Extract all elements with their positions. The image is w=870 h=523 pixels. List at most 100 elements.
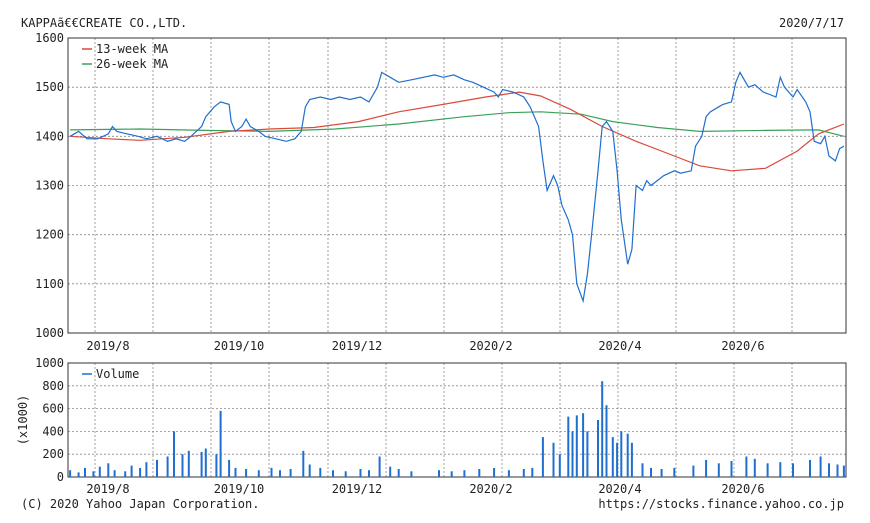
volume-bar: [730, 461, 733, 477]
volume-ytick-label: 1000: [35, 356, 64, 370]
volume-bar: [819, 456, 822, 477]
volume-bar: [601, 381, 604, 477]
volume-bar: [228, 459, 231, 477]
volume-bar: [302, 450, 305, 477]
volume-bar: [620, 431, 623, 477]
volume-bar: [586, 431, 589, 477]
volume-bar: [410, 471, 413, 477]
volume-bar: [107, 463, 110, 477]
volume-bar: [705, 459, 708, 477]
volume-bar: [139, 467, 142, 477]
volume-ytick-label: 0: [57, 470, 64, 484]
price-xtick-label: 2019/10: [214, 339, 265, 353]
volume-bar: [836, 464, 839, 477]
volume-bar: [279, 470, 281, 477]
copyright-text: (C) 2020 Yahoo Japan Corporation.: [21, 497, 260, 511]
volume-xtick-label: 2020/6: [721, 482, 764, 496]
volume-bar: [234, 467, 237, 477]
price-xtick-label: 2019/12: [332, 339, 383, 353]
volume-bar: [156, 459, 158, 477]
volume-bar: [630, 442, 633, 477]
volume-bar: [582, 413, 585, 477]
price-ytick-label: 1300: [35, 179, 64, 193]
volume-bar: [130, 465, 133, 477]
volume-ytick-label: 200: [42, 447, 64, 461]
volume-bar: [270, 467, 273, 477]
volume-frame: [67, 362, 847, 478]
ma26-line: [70, 111, 845, 137]
volume-bar: [745, 456, 748, 477]
volume-bar: [575, 415, 578, 477]
volume-bar: [450, 471, 453, 477]
price-ytick-label: 1600: [35, 31, 64, 45]
volume-bar: [616, 442, 619, 477]
volume-bar: [641, 463, 644, 477]
price-ytick-label: 1200: [35, 228, 64, 242]
volume-bar: [397, 469, 400, 477]
chart-date: 2020/7/17: [778, 16, 844, 30]
price-ytick-label: 1400: [35, 129, 64, 143]
volume-bar: [692, 465, 695, 477]
price-xtick-label: 2020/6: [721, 339, 764, 353]
volume-bar: [611, 437, 614, 477]
volume-bar: [558, 454, 561, 477]
volume-bar: [809, 459, 811, 477]
volume-bar: [673, 467, 676, 477]
volume-bar: [219, 410, 222, 477]
volume-bar: [84, 467, 86, 477]
volume-bar: [187, 450, 190, 477]
legend-label: 26-week MA: [96, 57, 169, 71]
volume-xtick-label: 2019/10: [214, 482, 265, 496]
ma13-line: [70, 91, 845, 172]
volume-bar: [792, 463, 794, 477]
volume-bar: [650, 467, 652, 477]
volume-bar: [567, 416, 570, 477]
price-xtick-label: 2019/8: [86, 339, 129, 353]
volume-bar: [69, 470, 72, 477]
source-url: https://stocks.finance.yahoo.co.jp: [598, 497, 844, 511]
volume-xtick-label: 2020/2: [469, 482, 512, 496]
volume-bar: [463, 470, 466, 477]
volume-bar: [378, 456, 381, 477]
volume-bar: [359, 469, 362, 477]
volume-bar: [438, 470, 440, 477]
volume-bar: [660, 469, 663, 477]
company-title: KAPPAã€€CREATE CO.,LTD.: [21, 16, 188, 30]
volume-bar: [166, 456, 169, 477]
volume-bar: [215, 454, 218, 477]
volume-bar: [828, 463, 830, 477]
volume-bar: [319, 467, 322, 477]
volume-bar: [522, 469, 525, 477]
volume-bar: [289, 469, 292, 477]
volume-bar: [571, 431, 574, 477]
volume-bar: [245, 469, 248, 477]
volume-bar: [552, 442, 555, 477]
volume-bar: [766, 463, 769, 477]
volume-bar: [145, 462, 148, 477]
volume-xtick-label: 2019/8: [86, 482, 129, 496]
volume-bar: [493, 467, 496, 477]
volume-bar: [478, 469, 481, 477]
price-xtick-label: 2020/2: [469, 339, 512, 353]
price-ytick-label: 1000: [35, 326, 64, 340]
volume-ytick-label: 800: [42, 379, 64, 393]
volume-bar: [541, 437, 544, 477]
volume-bar: [389, 466, 392, 477]
price-ytick-label: 1100: [35, 277, 64, 291]
volume-axis-label: (x1000): [16, 395, 30, 446]
volume-bar: [753, 458, 756, 477]
volume-bar: [626, 433, 629, 477]
volume-bar: [597, 420, 599, 477]
volume-bar: [92, 471, 95, 477]
volume-bar: [507, 470, 510, 477]
legend-label: 13-week MA: [96, 42, 169, 56]
legend-label: Volume: [96, 367, 139, 381]
volume-ytick-label: 400: [42, 424, 64, 438]
volume-xtick-label: 2020/4: [598, 482, 641, 496]
volume-bar: [605, 405, 608, 477]
volume-bar: [308, 464, 311, 477]
volume-bar: [779, 462, 782, 477]
volume-bar: [368, 470, 370, 477]
volume-xtick-label: 2019/12: [332, 482, 383, 496]
